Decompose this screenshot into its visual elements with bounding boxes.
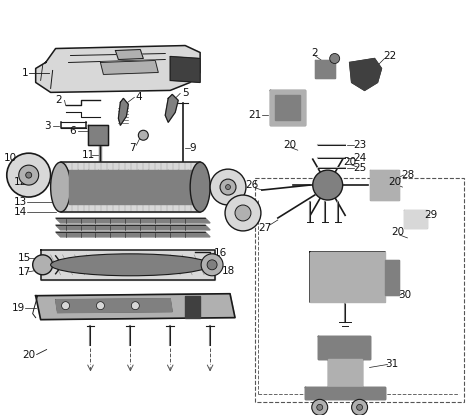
Polygon shape bbox=[270, 90, 305, 125]
Polygon shape bbox=[170, 57, 200, 82]
Circle shape bbox=[235, 205, 251, 221]
Polygon shape bbox=[305, 387, 384, 399]
Circle shape bbox=[352, 399, 367, 415]
Ellipse shape bbox=[51, 162, 71, 212]
Polygon shape bbox=[61, 162, 200, 212]
Circle shape bbox=[62, 302, 70, 310]
Text: 1: 1 bbox=[21, 69, 28, 79]
Circle shape bbox=[225, 195, 261, 231]
Text: 3: 3 bbox=[45, 121, 51, 131]
Text: 9: 9 bbox=[190, 143, 196, 153]
Text: 18: 18 bbox=[221, 266, 235, 276]
Polygon shape bbox=[118, 98, 128, 125]
Circle shape bbox=[207, 260, 217, 270]
Text: 16: 16 bbox=[213, 248, 227, 258]
Polygon shape bbox=[115, 50, 143, 59]
Text: 30: 30 bbox=[398, 290, 411, 300]
Text: 20: 20 bbox=[391, 227, 404, 237]
Bar bbox=[255, 178, 464, 402]
Polygon shape bbox=[55, 232, 210, 237]
Text: 5: 5 bbox=[182, 88, 189, 98]
Text: 15: 15 bbox=[18, 253, 31, 263]
Polygon shape bbox=[275, 95, 300, 120]
Text: 31: 31 bbox=[385, 359, 398, 369]
Text: 28: 28 bbox=[401, 170, 414, 180]
Text: 20: 20 bbox=[343, 157, 356, 167]
Text: 19: 19 bbox=[12, 303, 25, 313]
Text: 17: 17 bbox=[18, 267, 31, 277]
Circle shape bbox=[97, 302, 104, 310]
Polygon shape bbox=[370, 170, 400, 200]
Ellipse shape bbox=[51, 254, 210, 276]
Text: 12: 12 bbox=[14, 177, 27, 187]
Circle shape bbox=[131, 302, 139, 310]
Circle shape bbox=[19, 165, 39, 185]
Polygon shape bbox=[350, 59, 382, 90]
Text: 4: 4 bbox=[135, 92, 142, 102]
Text: 20: 20 bbox=[388, 177, 401, 187]
Polygon shape bbox=[315, 60, 335, 79]
Circle shape bbox=[317, 404, 323, 410]
Polygon shape bbox=[36, 45, 200, 92]
Circle shape bbox=[201, 254, 223, 276]
Circle shape bbox=[313, 170, 343, 200]
Polygon shape bbox=[36, 294, 235, 319]
Text: 6: 6 bbox=[69, 126, 76, 136]
Text: 24: 24 bbox=[353, 153, 366, 163]
Polygon shape bbox=[100, 60, 158, 74]
Polygon shape bbox=[55, 299, 172, 313]
Polygon shape bbox=[55, 225, 210, 230]
Polygon shape bbox=[185, 296, 200, 318]
Text: 22: 22 bbox=[383, 50, 396, 60]
Text: 14: 14 bbox=[14, 207, 27, 217]
Polygon shape bbox=[41, 250, 215, 280]
Text: 20: 20 bbox=[283, 140, 296, 150]
Text: 10: 10 bbox=[4, 153, 18, 163]
Polygon shape bbox=[69, 170, 195, 204]
Circle shape bbox=[356, 404, 363, 410]
Circle shape bbox=[312, 399, 328, 415]
Circle shape bbox=[26, 172, 32, 178]
Polygon shape bbox=[165, 94, 178, 122]
Polygon shape bbox=[404, 210, 428, 228]
Circle shape bbox=[330, 54, 340, 64]
Polygon shape bbox=[328, 359, 362, 387]
Circle shape bbox=[220, 179, 236, 195]
Text: 23: 23 bbox=[353, 140, 366, 150]
Text: 25: 25 bbox=[353, 163, 366, 173]
Polygon shape bbox=[89, 125, 109, 145]
Polygon shape bbox=[318, 336, 370, 359]
Polygon shape bbox=[310, 252, 384, 302]
Circle shape bbox=[33, 255, 53, 275]
Circle shape bbox=[138, 130, 148, 140]
Polygon shape bbox=[384, 260, 400, 295]
Ellipse shape bbox=[190, 162, 210, 212]
Text: 29: 29 bbox=[425, 210, 438, 220]
Circle shape bbox=[210, 169, 246, 205]
Circle shape bbox=[7, 153, 51, 197]
Text: 11: 11 bbox=[82, 150, 95, 160]
Text: 21: 21 bbox=[248, 110, 262, 120]
Polygon shape bbox=[55, 218, 210, 223]
Text: 27: 27 bbox=[258, 223, 272, 233]
Text: 7: 7 bbox=[129, 143, 136, 153]
Text: 2: 2 bbox=[311, 47, 318, 57]
Text: 13: 13 bbox=[14, 197, 27, 207]
Text: 20: 20 bbox=[22, 349, 35, 359]
Text: 2: 2 bbox=[55, 95, 62, 105]
Circle shape bbox=[226, 185, 230, 190]
Text: 26: 26 bbox=[246, 180, 259, 190]
